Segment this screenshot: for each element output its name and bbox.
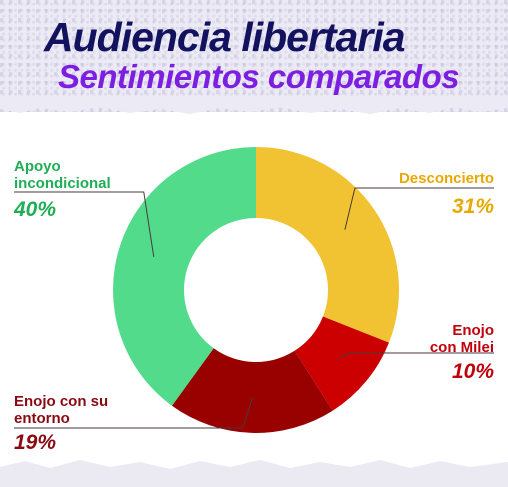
label-apoyo: Apoyo incondicional (14, 158, 111, 192)
chart-subtitle: Sentimientos comparados (58, 58, 460, 95)
leader-desconcierto (344, 187, 494, 230)
label-entorno: Enojo con su entorno (14, 393, 108, 427)
slice-desconcierto (256, 147, 399, 343)
torn-paper-bottom (0, 460, 508, 487)
pct-desconcierto: 31% (451, 195, 494, 218)
pct-milei: 10% (451, 360, 494, 383)
label-apoyo-line1: Apoyo (14, 158, 61, 175)
slice-enojo-con-milei (294, 316, 389, 411)
leader-milei (338, 352, 494, 359)
header-banner (0, 0, 508, 112)
label-entorno-line1: Enojo con su (14, 393, 109, 410)
slice-enojo-con-su-entorno (171, 348, 333, 433)
pct-apoyo: 40% (14, 198, 57, 221)
label-entorno-line2: entorno (14, 410, 70, 427)
chart-title: Audiencia libertaria (44, 14, 406, 60)
leader-entorno (14, 397, 254, 429)
label-desconcierto: Desconcierto (399, 170, 494, 187)
label-milei-line2: con Milei (429, 339, 494, 356)
label-milei: Enojo con Milei (430, 322, 494, 356)
label-milei-line1: Enojo (452, 322, 494, 339)
label-desconcierto-line1: Desconcierto (398, 170, 494, 187)
pct-entorno: 19% (14, 431, 57, 454)
leader-apoyo (14, 191, 155, 257)
torn-paper-edge (0, 98, 508, 114)
label-apoyo-line2: incondicional (14, 175, 111, 192)
slice-apoyo-incondicional (113, 147, 256, 406)
